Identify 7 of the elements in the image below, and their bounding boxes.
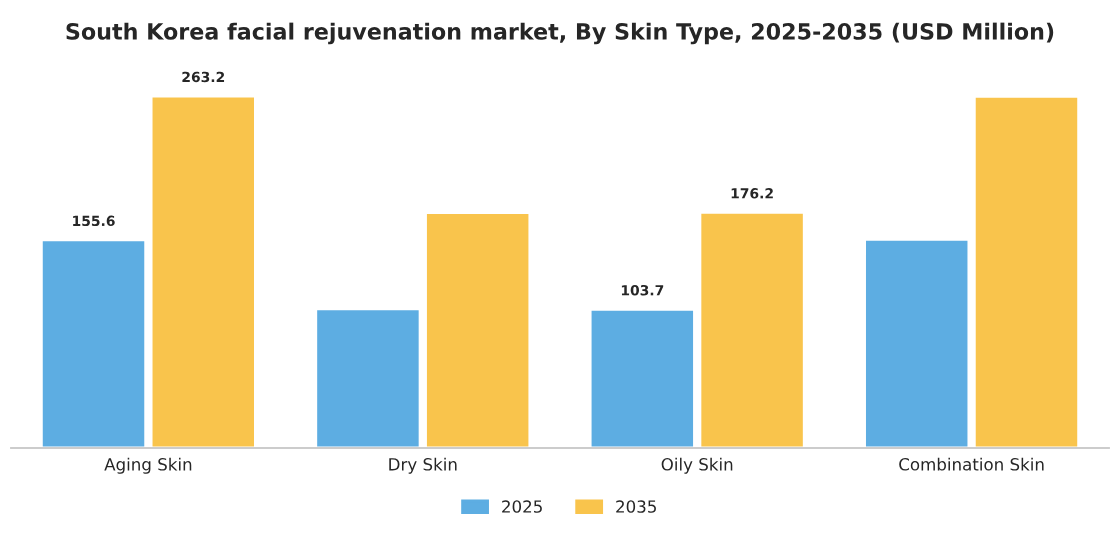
x-tick-label: Aging Skin [104,457,192,474]
chart-title: South Korea facial rejuvenation market, By Skin Type, 2025-2035 (USD Million) [66,22,1054,45]
legend-label: 2025 [502,500,542,513]
legend-label: 2035 [616,500,656,513]
x-tick-label: Combination Skin [899,457,1044,471]
x-tick-label: Dry Skin [389,457,457,474]
x-tick-label: Oily Skin [661,457,733,474]
